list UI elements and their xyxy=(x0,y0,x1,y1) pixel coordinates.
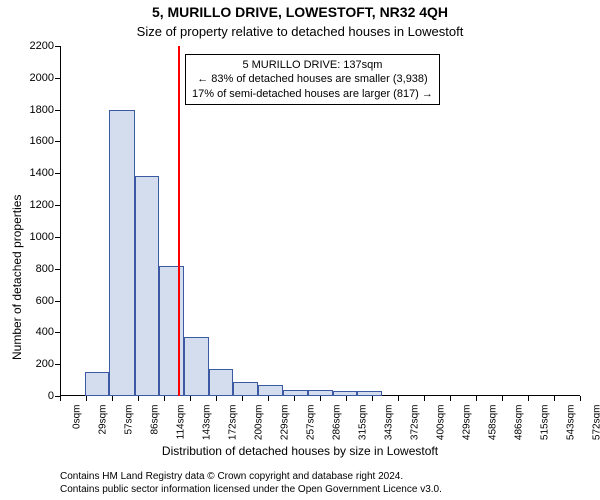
annotation-box: 5 MURILLO DRIVE: 137sqm ← 83% of detache… xyxy=(185,54,440,105)
histogram-bar xyxy=(159,266,184,396)
x-tick-label: 429sqm xyxy=(462,405,473,441)
x-tick xyxy=(580,396,581,401)
y-tick-label: 2000 xyxy=(30,72,54,84)
y-tick xyxy=(55,269,60,270)
annotation-line-2: ← 83% of detached houses are smaller (3,… xyxy=(192,72,433,86)
x-tick xyxy=(242,396,243,401)
x-axis-title: Distribution of detached houses by size … xyxy=(0,444,600,458)
y-tick xyxy=(55,301,60,302)
histogram-bar xyxy=(109,110,134,396)
x-tick-label: 114sqm xyxy=(176,405,187,440)
x-tick-label: 229sqm xyxy=(280,405,291,441)
histogram-bar xyxy=(333,391,357,396)
title-line-2: Size of property relative to detached ho… xyxy=(0,24,600,39)
x-tick-label: 543sqm xyxy=(566,405,577,441)
histogram-bar xyxy=(85,372,109,396)
y-tick-label: 1200 xyxy=(30,199,54,211)
y-tick xyxy=(55,332,60,333)
x-tick-label: 286sqm xyxy=(332,405,343,441)
histogram-bar xyxy=(308,390,333,396)
histogram-bar xyxy=(258,385,282,396)
marker-line xyxy=(178,46,180,396)
histogram-bar xyxy=(283,390,308,396)
annotation-line-3: 17% of semi-detached houses are larger (… xyxy=(192,87,433,101)
x-tick-label: 400sqm xyxy=(436,405,447,441)
x-tick xyxy=(190,396,191,401)
y-tick xyxy=(55,141,60,142)
y-tick-label: 400 xyxy=(36,326,54,338)
x-tick-label: 29sqm xyxy=(98,405,109,435)
chart-card: 5, MURILLO DRIVE, LOWESTOFT, NR32 4QH Si… xyxy=(0,0,600,500)
x-tick xyxy=(60,396,61,401)
x-tick-label: 572sqm xyxy=(592,405,600,441)
y-tick xyxy=(55,237,60,238)
attribution: Contains HM Land Registry data © Crown c… xyxy=(60,471,442,496)
x-tick xyxy=(86,396,87,401)
y-tick-label: 1000 xyxy=(30,231,54,243)
x-tick xyxy=(138,396,139,401)
x-tick xyxy=(164,396,165,401)
x-tick-label: 57sqm xyxy=(124,405,135,435)
x-tick-label: 343sqm xyxy=(384,405,395,441)
y-tick xyxy=(55,205,60,206)
x-tick-label: 86sqm xyxy=(150,405,161,435)
x-tick xyxy=(268,396,269,401)
y-tick xyxy=(55,46,60,47)
y-axis-label: Number of detached properties xyxy=(10,195,24,360)
x-tick xyxy=(450,396,451,401)
x-tick-label: 0sqm xyxy=(72,405,83,429)
y-tick-label: 1600 xyxy=(30,135,54,147)
y-tick-label: 1800 xyxy=(30,104,54,116)
x-tick-label: 172sqm xyxy=(228,405,239,441)
x-tick-label: 372sqm xyxy=(410,405,421,441)
y-tick xyxy=(55,173,60,174)
y-tick-label: 600 xyxy=(36,295,54,307)
x-tick xyxy=(216,396,217,401)
x-tick xyxy=(112,396,113,401)
attribution-line-1: Contains HM Land Registry data © Crown c… xyxy=(60,471,442,484)
x-tick xyxy=(476,396,477,401)
x-tick-label: 257sqm xyxy=(306,405,317,441)
x-tick xyxy=(554,396,555,401)
x-tick-label: 515sqm xyxy=(540,405,551,441)
x-tick-label: 315sqm xyxy=(358,405,369,441)
y-tick xyxy=(55,110,60,111)
y-tick xyxy=(55,364,60,365)
x-tick-label: 143sqm xyxy=(202,405,213,441)
y-tick-label: 800 xyxy=(36,263,54,275)
x-tick-label: 200sqm xyxy=(254,405,265,441)
y-axis-line xyxy=(60,46,61,396)
plot-area: 0200400600800100012001400160018002000220… xyxy=(60,46,580,396)
attribution-line-2: Contains public sector information licen… xyxy=(60,484,442,497)
annotation-line-1: 5 MURILLO DRIVE: 137sqm xyxy=(192,58,433,72)
y-tick-label: 2200 xyxy=(30,40,54,52)
x-tick xyxy=(372,396,373,401)
x-tick xyxy=(502,396,503,401)
y-tick-label: 1400 xyxy=(30,167,54,179)
histogram-bar xyxy=(209,369,233,396)
title-line-1: 5, MURILLO DRIVE, LOWESTOFT, NR32 4QH xyxy=(0,4,600,20)
x-tick-label: 458sqm xyxy=(488,405,499,441)
x-tick xyxy=(320,396,321,401)
histogram-bar xyxy=(357,391,382,396)
y-tick-label: 0 xyxy=(48,390,54,402)
y-tick xyxy=(55,78,60,79)
x-tick xyxy=(528,396,529,401)
x-tick-label: 486sqm xyxy=(514,405,525,441)
x-tick xyxy=(424,396,425,401)
histogram-bar xyxy=(135,176,159,396)
histogram-bar xyxy=(184,337,209,396)
x-tick xyxy=(346,396,347,401)
y-tick-label: 200 xyxy=(36,358,54,370)
x-tick xyxy=(294,396,295,401)
histogram-bar xyxy=(233,382,258,396)
x-tick xyxy=(398,396,399,401)
